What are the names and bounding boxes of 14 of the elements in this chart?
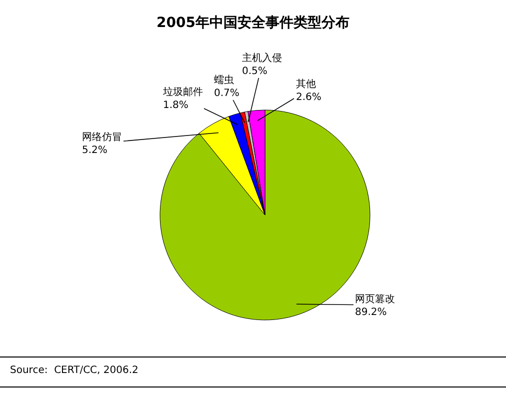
data-label: 0.5% (242, 66, 268, 77)
data-label: 89.2% (355, 307, 387, 318)
data-label: 2.6% (296, 92, 322, 103)
slice-label: 主机入侵 (242, 52, 282, 64)
slice-label: 其他 (296, 78, 316, 90)
slice-label: 网页篡改 (355, 293, 395, 305)
slice-label: 网络仿冒 (82, 131, 122, 143)
slice-label: 蠕虫 (214, 74, 234, 86)
slice-label: 垃圾邮件 (162, 86, 203, 98)
data-label: 0.7% (214, 88, 240, 99)
data-label: 5.2% (82, 145, 108, 156)
chart-title: 2005年中国安全事件类型分布 (156, 14, 350, 31)
data-label: 1.8% (163, 100, 188, 111)
source-note: Source: CERT/CC, 2006.2 (10, 365, 138, 376)
